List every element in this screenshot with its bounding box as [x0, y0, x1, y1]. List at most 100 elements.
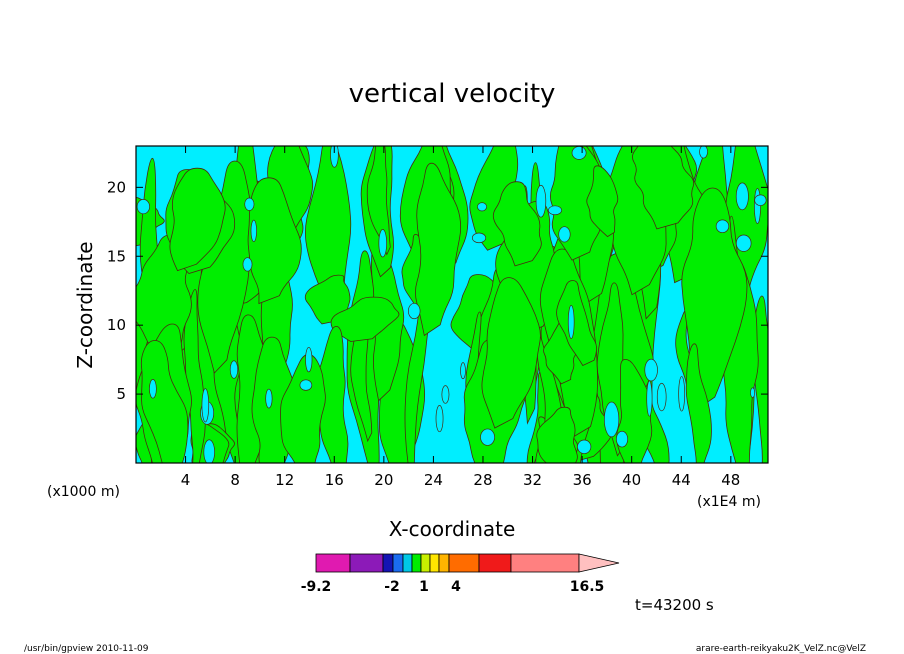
updraft-region [415, 162, 462, 337]
downdraft-pocket [577, 439, 592, 454]
colorbar-segment [420, 553, 431, 573]
colorbar-segment [448, 553, 480, 573]
downdraft-pocket [735, 234, 752, 252]
colorbar-segment [402, 553, 413, 573]
updraft-region [536, 406, 578, 463]
y-tick-label: 20 [107, 178, 126, 196]
colorbar-tick-label: -2 [384, 579, 400, 595]
colorbar-tick-label: 16.5 [570, 579, 605, 595]
x-tick-label: 24 [424, 471, 443, 489]
downdraft-pocket [571, 146, 587, 160]
updraft-region [586, 165, 619, 238]
y-tick-label: 5 [116, 385, 126, 403]
downdraft-pocket [265, 388, 273, 409]
footer-left: /usr/bin/gpview 2010-11-09 [24, 644, 149, 654]
downdraft-pocket [477, 202, 487, 212]
x-tick-label: 28 [473, 471, 492, 489]
downdraft-pocket [753, 188, 761, 224]
colorbar [315, 553, 620, 573]
x-tick-label: 32 [523, 471, 542, 489]
downdraft-pocket [754, 194, 767, 206]
downdraft-pocket [656, 382, 667, 412]
colorbar-segment [478, 553, 512, 573]
downdraft-pocket [229, 360, 239, 379]
x-unit-right: (x1E4 m) [697, 494, 761, 510]
downdraft-pocket [250, 219, 257, 242]
downdraft-pocket [616, 430, 629, 448]
updraft-region [169, 167, 226, 272]
colorbar-tick-label: 4 [451, 579, 461, 595]
downdraft-pocket [715, 219, 730, 233]
colorbar-segment [510, 553, 580, 573]
colorbar-tick-label: -9.2 [301, 579, 332, 595]
downdraft-pocket [435, 405, 444, 433]
downdraft-pocket [471, 232, 487, 244]
downdraft-pocket [644, 358, 658, 382]
downdraft-pocket [646, 380, 653, 417]
updraft-region [481, 277, 541, 429]
downdraft-pocket [548, 205, 562, 216]
plot-area [135, 145, 769, 464]
downdraft-pocket [750, 387, 756, 398]
updraft-region [140, 340, 189, 463]
downdraft-pocket [242, 257, 253, 272]
x-tick-label: 36 [573, 471, 592, 489]
updraft-region [304, 274, 351, 325]
x-tick-label: 20 [374, 471, 393, 489]
updraft-region [366, 146, 391, 256]
y-axis-title: Z-coordinate [73, 241, 97, 368]
x-tick-label: 40 [622, 471, 641, 489]
downdraft-pocket [149, 379, 157, 399]
downdraft-pocket [136, 199, 150, 215]
plot-frame [135, 145, 769, 464]
x-tick-label: 16 [325, 471, 344, 489]
colorbar-segment [438, 553, 450, 573]
colorbar-tick-label: 1 [419, 579, 429, 595]
downdraft-pocket [330, 146, 339, 168]
x-tick-label: 8 [230, 471, 240, 489]
downdraft-pocket [203, 439, 215, 463]
downdraft-pocket [460, 362, 466, 380]
updraft-region [556, 280, 598, 367]
x-unit-left: (x1000 m) [47, 484, 120, 500]
x-tick-label: 4 [181, 471, 191, 489]
downdraft-pocket [378, 229, 387, 258]
y-tick-label: 15 [107, 247, 126, 265]
updraft-region [685, 343, 712, 463]
time-label: t=43200 s [635, 596, 714, 614]
downdraft-pocket [535, 184, 547, 218]
downdraft-pocket [603, 401, 620, 438]
updraft-region [280, 353, 326, 463]
colorbar-segment [382, 553, 394, 573]
downdraft-pocket [558, 226, 571, 243]
downdraft-pocket [201, 388, 210, 423]
positive-velocity-regions [136, 146, 768, 463]
colorbar-segment [392, 553, 404, 573]
downdraft-pocket [699, 146, 708, 159]
colorbar-segment [315, 553, 351, 573]
updraft-region [197, 160, 252, 374]
x-tick-label: 44 [672, 471, 691, 489]
colorbar-segment [429, 553, 440, 573]
downdraft-pocket [441, 385, 450, 404]
updraft-region [314, 325, 349, 463]
colorbar-ticks: -9.2 -2 1 4 16.5 [301, 579, 605, 595]
updraft-region [330, 296, 400, 342]
downdraft-pocket [678, 376, 686, 412]
downdraft-pocket [480, 428, 495, 446]
updraft-region [632, 146, 695, 230]
downdraft-pocket [305, 346, 313, 373]
downdraft-pocket [567, 305, 575, 339]
y-axis: 5 10 15 20 [107, 178, 768, 403]
chart-title: vertical velocity [349, 79, 556, 109]
x-tick-label: 12 [275, 471, 294, 489]
downdraft-pocket [299, 379, 313, 391]
footer-right: arare-earth-reikyaku2K_VelZ.nc@VelZ [696, 644, 866, 654]
colorbar-segment [411, 553, 422, 573]
colorbar-segment [349, 553, 384, 573]
updraft-region [492, 181, 542, 267]
x-axis: 4 8 12 16 20 24 28 32 36 40 44 48 [181, 146, 740, 489]
x-axis-title: X-coordinate [389, 517, 516, 541]
downdraft-pocket [407, 302, 421, 320]
